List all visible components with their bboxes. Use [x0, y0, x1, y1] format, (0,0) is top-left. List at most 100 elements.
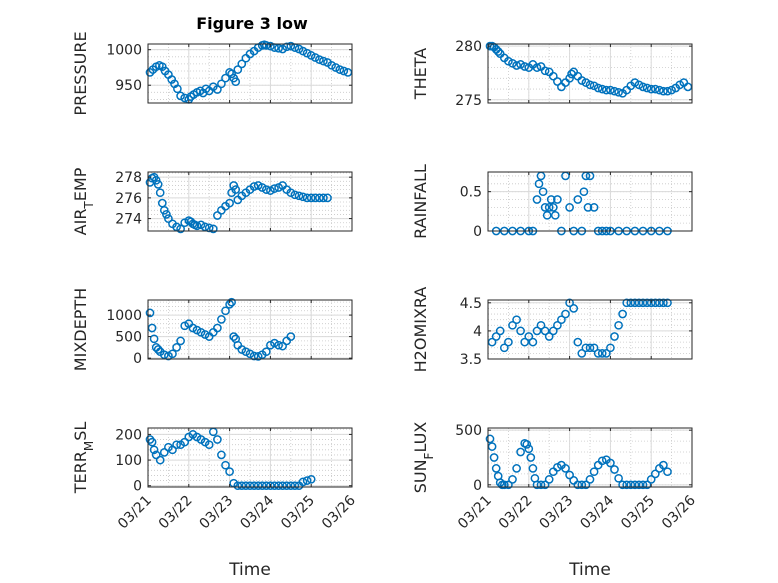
data-point	[335, 65, 345, 74]
data-point	[286, 188, 296, 198]
data-point	[504, 56, 513, 66]
data-point	[196, 220, 206, 230]
axes-box	[147, 43, 353, 104]
data-point	[231, 185, 241, 194]
data-point	[227, 69, 236, 79]
y-tick-label: 0	[473, 478, 482, 494]
y-tick-label: 0	[133, 479, 142, 495]
data-point	[610, 465, 619, 474]
data-point	[650, 84, 660, 94]
data-point	[213, 85, 222, 94]
y-tick-label: 500	[115, 330, 142, 346]
data-point	[302, 476, 312, 485]
data-point	[548, 71, 558, 81]
data-point	[298, 192, 308, 202]
subplot-mixdepth: 0 500 1000 MIXDEPTH	[71, 288, 353, 371]
data-point	[266, 481, 275, 491]
data-point	[173, 84, 182, 94]
data-point	[310, 193, 320, 203]
x-tick-label: 03/26	[659, 492, 699, 532]
data-point	[331, 63, 341, 72]
data-point	[528, 464, 538, 473]
data-point	[306, 474, 316, 484]
plot-area	[148, 44, 352, 103]
y-axis-label: SUNFLUX	[411, 422, 436, 494]
data-point	[172, 440, 181, 450]
data-point	[512, 464, 521, 473]
y-axis-label: RAINFALL	[411, 164, 430, 239]
data-point	[180, 93, 190, 103]
x-tick-label: 03/24	[577, 492, 617, 532]
data-point	[290, 481, 300, 491]
data-point	[601, 85, 611, 95]
data-point	[516, 447, 525, 457]
data-point	[638, 298, 648, 308]
data-point	[597, 456, 607, 466]
data-point	[528, 337, 538, 347]
data-point	[614, 87, 623, 97]
data-point	[168, 445, 177, 455]
series-markers	[145, 297, 296, 361]
data-point	[642, 83, 652, 93]
data-point	[249, 481, 259, 491]
data-point	[167, 75, 177, 84]
data-point	[532, 480, 542, 490]
data-point	[522, 440, 532, 449]
data-point	[217, 79, 226, 89]
data-point	[241, 481, 251, 491]
data-point	[310, 53, 320, 62]
data-point	[538, 187, 548, 197]
data-point	[663, 298, 672, 308]
data-point	[606, 343, 615, 353]
data-point	[306, 51, 316, 60]
data-point	[630, 298, 640, 308]
data-point	[589, 467, 599, 477]
data-point	[221, 460, 230, 470]
data-point	[257, 183, 267, 192]
y-axis-label-main: PRESSURE	[71, 31, 90, 115]
data-point	[646, 475, 656, 484]
data-point	[597, 349, 607, 358]
data-point	[176, 91, 185, 101]
y-tick-label: 0	[133, 351, 142, 367]
data-point	[565, 73, 574, 83]
data-point	[626, 298, 636, 308]
data-point	[237, 59, 247, 69]
data-point	[319, 193, 328, 203]
data-point	[553, 320, 562, 330]
data-point	[516, 60, 525, 69]
data-point	[176, 336, 185, 346]
data-point	[520, 337, 530, 347]
data-point	[149, 445, 159, 455]
x-tick-label: 03/22	[496, 493, 536, 533]
y-tick-label: 3.5	[460, 352, 482, 368]
subplot-rainfall: 0 0.5 RAINFALL	[411, 164, 693, 240]
data-point	[323, 193, 332, 203]
data-point	[225, 68, 234, 77]
data-point	[491, 332, 501, 341]
subplot-theta: 275 280 THETA	[411, 39, 693, 109]
figure-title: Figure 3 low	[196, 14, 308, 33]
data-point	[593, 83, 603, 93]
data-point	[663, 86, 672, 96]
data-point	[225, 198, 234, 208]
y-axis-label: H2OMIXRA	[411, 287, 430, 373]
data-point	[306, 193, 316, 203]
data-point	[646, 84, 656, 94]
data-point	[536, 480, 546, 490]
data-point	[274, 340, 283, 350]
y-axis-label-subscript: F	[422, 452, 436, 459]
x-axis-label: Time	[568, 560, 611, 580]
series-markers	[145, 172, 332, 234]
data-point	[544, 332, 554, 341]
axes-box	[487, 171, 693, 232]
x-tick-label: 03/23	[197, 493, 237, 533]
y-axis-label-suffix: EMP	[71, 167, 90, 201]
data-point	[221, 306, 230, 316]
x-tick-label: 03/26	[319, 492, 359, 532]
data-point	[573, 337, 583, 347]
data-point	[217, 315, 226, 324]
data-point	[172, 343, 181, 352]
plot-area	[488, 428, 692, 487]
